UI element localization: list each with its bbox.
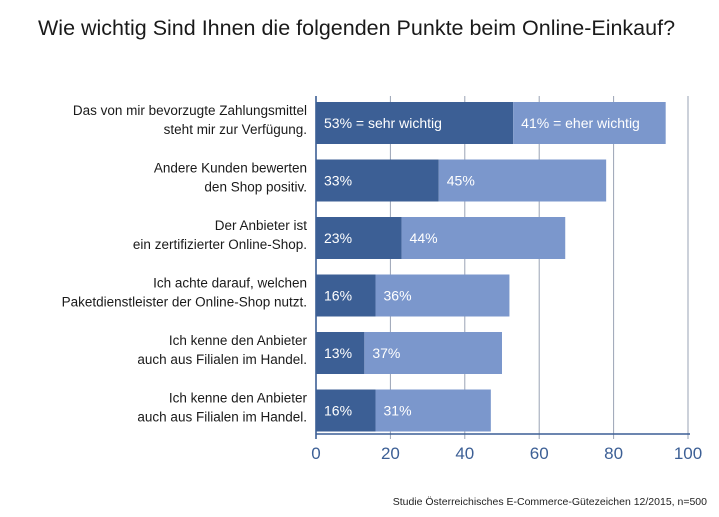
category-label: Paketdienstleister der Online-Shop nutzt… bbox=[62, 295, 307, 310]
bar-value-label: 33% bbox=[324, 173, 352, 189]
source-note: Studie Österreichisches E-Commerce-Gütez… bbox=[392, 496, 707, 508]
bar-segment-sehr-wichtig bbox=[316, 102, 514, 144]
bar-segment-eher-wichtig bbox=[513, 102, 666, 144]
category-label: Ich kenne den Anbieter bbox=[169, 391, 308, 406]
bar-segment-sehr-wichtig bbox=[316, 332, 365, 374]
bar-segment-eher-wichtig bbox=[364, 332, 502, 374]
bar-value-label: 45% bbox=[447, 173, 475, 189]
category-label: Andere Kunden bewerten bbox=[154, 161, 307, 176]
bar-value-label: 13% bbox=[324, 345, 352, 361]
category-label: den Shop positiv. bbox=[204, 180, 307, 195]
category-label: steht mir zur Verfügung. bbox=[164, 122, 307, 137]
bar-segment-sehr-wichtig bbox=[316, 159, 439, 202]
bar-segment-eher-wichtig bbox=[375, 389, 491, 432]
bar-segment-eher-wichtig bbox=[438, 159, 607, 202]
x-tick-label: 20 bbox=[381, 444, 400, 463]
category-label: auch aus Filialen im Handel. bbox=[137, 352, 307, 367]
x-tick-label: 40 bbox=[455, 444, 474, 463]
category-label: Das von mir bevorzugte Zahlungsmittel bbox=[73, 103, 307, 118]
category-label: Ich kenne den Anbieter bbox=[169, 333, 308, 348]
x-tick-label: 80 bbox=[604, 444, 623, 463]
category-label: Ich achte darauf, welchen bbox=[153, 276, 307, 291]
x-tick-label: 60 bbox=[530, 444, 549, 463]
x-tick-label: 0 bbox=[311, 444, 320, 463]
category-label: Der Anbieter ist bbox=[215, 218, 308, 233]
chart-title: Wie wichtig Sind Ihnen die folgenden Pun… bbox=[38, 16, 676, 40]
bar-value-label: 36% bbox=[384, 288, 412, 304]
bar-value-label: 44% bbox=[410, 230, 438, 246]
bar-segment-eher-wichtig bbox=[401, 217, 566, 259]
bar-segment-eher-wichtig bbox=[375, 274, 510, 317]
category-label: ein zertifizierter Online-Shop. bbox=[133, 237, 307, 252]
bar-value-label: 16% bbox=[324, 288, 352, 304]
bar-value-label: 41% = eher wichtig bbox=[521, 115, 640, 131]
bar-segment-sehr-wichtig bbox=[316, 217, 402, 259]
bar-value-label: 31% bbox=[384, 403, 412, 419]
bar-segment-sehr-wichtig bbox=[316, 389, 376, 432]
bar-segment-sehr-wichtig bbox=[316, 274, 376, 317]
bar-value-label: 23% bbox=[324, 230, 352, 246]
bar-value-label: 53% = sehr wichtig bbox=[324, 115, 442, 131]
x-tick-label: 100 bbox=[674, 444, 702, 463]
bar-value-label: 37% bbox=[372, 345, 400, 361]
bar-value-label: 16% bbox=[324, 403, 352, 419]
category-label: auch aus Filialen im Handel. bbox=[137, 410, 307, 425]
